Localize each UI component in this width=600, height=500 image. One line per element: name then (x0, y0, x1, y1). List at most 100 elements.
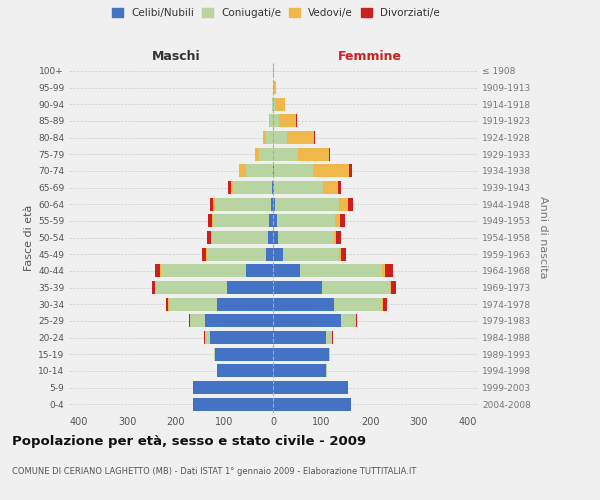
Bar (296, 114, 297, 128)
Bar (161, 264, 246, 278)
Bar (322, 281, 389, 294)
Bar (229, 181, 231, 194)
Bar (280, 114, 296, 128)
Bar (246, 264, 273, 278)
Bar (323, 181, 338, 194)
Bar (341, 248, 346, 260)
Bar (212, 231, 268, 244)
Bar (273, 98, 275, 110)
Bar (382, 264, 385, 278)
Bar (334, 231, 336, 244)
Bar (273, 198, 275, 210)
Bar (169, 298, 217, 310)
Bar (356, 314, 357, 328)
Bar (348, 198, 353, 210)
Y-axis label: Fasce di età: Fasce di età (24, 204, 34, 270)
Bar (239, 164, 246, 177)
Bar (273, 164, 274, 177)
Bar (298, 148, 329, 160)
Bar (160, 264, 161, 278)
Bar (273, 181, 274, 194)
Bar (274, 81, 277, 94)
Bar (273, 64, 274, 78)
Bar (274, 131, 287, 144)
Bar (300, 264, 382, 278)
Bar (329, 348, 330, 360)
Bar (340, 214, 345, 228)
Bar (389, 281, 391, 294)
Bar (273, 214, 277, 228)
Bar (274, 148, 298, 160)
Bar (157, 281, 227, 294)
Bar (193, 398, 273, 410)
Bar (205, 314, 273, 328)
Bar (341, 314, 356, 328)
Bar (259, 148, 273, 160)
Bar (273, 381, 348, 394)
Bar (275, 198, 338, 210)
Bar (214, 348, 215, 360)
Bar (166, 298, 168, 310)
Bar (273, 248, 283, 260)
Bar (208, 214, 212, 228)
Bar (313, 164, 349, 177)
Bar (246, 164, 272, 177)
Bar (273, 81, 274, 94)
Bar (326, 331, 332, 344)
Bar (190, 314, 205, 328)
Bar (277, 214, 335, 228)
Bar (213, 214, 269, 228)
Bar (215, 348, 273, 360)
Bar (391, 281, 397, 294)
Bar (271, 198, 273, 210)
Bar (212, 214, 213, 228)
Bar (266, 131, 273, 144)
Bar (329, 148, 331, 160)
Text: COMUNE DI CERIANO LAGHETTO (MB) - Dati ISTAT 1° gennaio 2009 - Elaborazione TUTT: COMUNE DI CERIANO LAGHETTO (MB) - Dati I… (12, 468, 416, 476)
Bar (273, 398, 351, 410)
Bar (287, 131, 314, 144)
Bar (268, 231, 273, 244)
Bar (202, 248, 206, 260)
Y-axis label: Anni di nascita: Anni di nascita (538, 196, 548, 278)
Bar (273, 348, 329, 360)
Bar (206, 248, 208, 260)
Bar (385, 264, 394, 278)
Text: Popolazione per età, sesso e stato civile - 2009: Popolazione per età, sesso e stato civil… (12, 435, 366, 448)
Bar (213, 198, 215, 210)
Bar (273, 364, 326, 378)
Bar (272, 181, 273, 194)
Bar (227, 281, 273, 294)
Legend: Celibi/Nubili, Coniugati/e, Vedovi/e, Divorziati/e: Celibi/Nubili, Coniugati/e, Vedovi/e, Di… (109, 5, 443, 21)
Bar (274, 164, 313, 177)
Bar (338, 198, 348, 210)
Bar (193, 381, 273, 394)
Bar (274, 181, 323, 194)
Bar (272, 98, 273, 110)
Bar (233, 181, 272, 194)
Bar (210, 331, 273, 344)
Bar (269, 214, 273, 228)
Bar (275, 98, 285, 110)
Bar (263, 131, 266, 144)
Bar (335, 214, 340, 228)
Bar (274, 114, 280, 128)
Bar (269, 114, 270, 128)
Bar (349, 164, 352, 177)
Bar (254, 148, 259, 160)
Bar (217, 298, 273, 310)
Bar (273, 314, 341, 328)
Bar (273, 264, 300, 278)
Bar (273, 231, 278, 244)
Bar (208, 231, 211, 244)
Bar (273, 298, 334, 310)
Bar (231, 181, 233, 194)
Bar (336, 231, 341, 244)
Bar (155, 264, 160, 278)
Bar (155, 281, 157, 294)
Bar (208, 248, 266, 260)
Bar (334, 298, 382, 310)
Bar (278, 231, 334, 244)
Bar (152, 281, 155, 294)
Text: Maschi: Maschi (152, 50, 200, 62)
